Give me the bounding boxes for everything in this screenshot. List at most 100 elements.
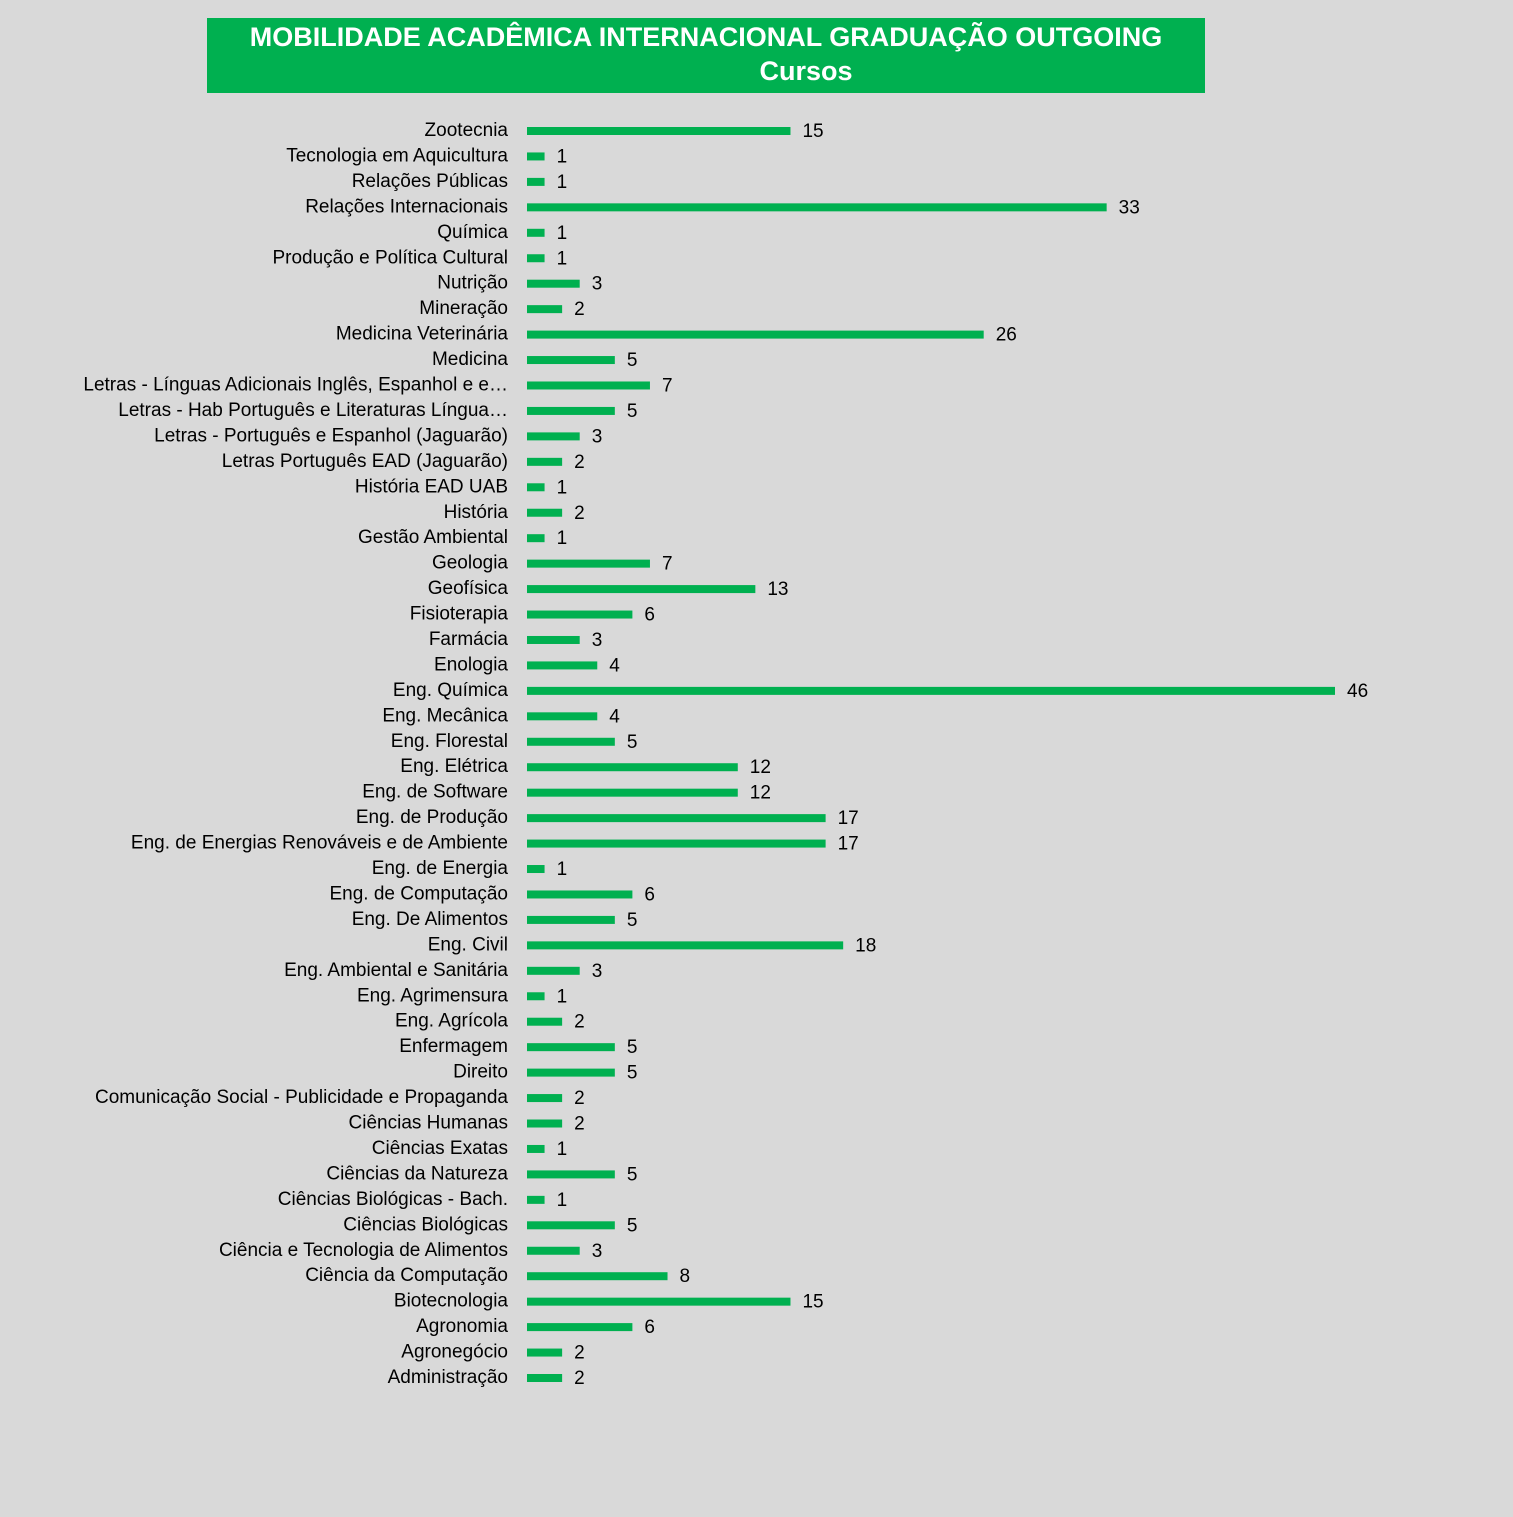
bar — [527, 915, 615, 924]
value-label: 3 — [592, 426, 603, 447]
bar — [527, 763, 738, 772]
y-tick-label: Relações Públicas — [352, 171, 508, 192]
bar — [527, 610, 633, 619]
y-tick-label: Mineração — [419, 298, 508, 319]
y-tick-label: Eng. Química — [393, 680, 509, 701]
y-tick-label: Eng. de Energias Renováveis e de Ambient… — [131, 833, 508, 854]
y-tick-label: Administração — [388, 1367, 508, 1388]
bar — [527, 177, 545, 186]
y-tick-label: Nutrição — [437, 273, 508, 294]
value-label: 5 — [627, 1063, 638, 1084]
bar — [527, 966, 580, 975]
y-tick-label: Letras - Hab Português e Literaturas Lín… — [118, 400, 508, 421]
value-label: 12 — [750, 783, 771, 804]
bar — [527, 356, 615, 365]
bar — [527, 712, 598, 721]
bar — [527, 305, 563, 314]
y-tick-label: Ciências Biológicas - Bach. — [278, 1189, 508, 1210]
y-tick-label: Geologia — [432, 553, 508, 574]
value-label: 26 — [996, 325, 1017, 346]
y-tick-label: Direito — [453, 1062, 508, 1083]
y-tick-label: Agronomia — [416, 1316, 508, 1337]
bar — [527, 1195, 545, 1204]
value-label: 6 — [644, 1317, 655, 1338]
value-label: 4 — [609, 655, 620, 676]
value-label: 1 — [557, 223, 568, 244]
value-label: 2 — [574, 1088, 585, 1109]
bar — [527, 1094, 563, 1103]
y-tick-label: Eng. Elétrica — [400, 756, 508, 777]
value-label: 1 — [557, 528, 568, 549]
value-label: 15 — [802, 121, 823, 142]
bar — [527, 228, 545, 237]
bar — [527, 534, 545, 543]
y-tick-label: Letras - Português e Espanhol (Jaguarão) — [154, 425, 508, 446]
bar — [527, 686, 1335, 695]
chart-subtitle: Cursos — [759, 56, 852, 86]
bar — [527, 279, 580, 288]
bar — [527, 1297, 791, 1306]
y-tick-label: História — [444, 502, 509, 523]
value-label: 3 — [592, 630, 603, 651]
bar — [527, 1272, 668, 1281]
bar — [527, 1119, 563, 1128]
value-label: 1 — [557, 986, 568, 1007]
y-tick-label: Eng. de Energia — [372, 858, 509, 879]
value-label: 2 — [574, 1368, 585, 1389]
value-label: 6 — [644, 884, 655, 905]
value-label: 1 — [557, 172, 568, 193]
y-tick-label: Ciências Humanas — [349, 1113, 508, 1134]
bar — [527, 1068, 615, 1077]
y-tick-label: Ciência da Computação — [305, 1265, 508, 1286]
bar — [527, 814, 826, 823]
bar — [527, 737, 615, 746]
y-tick-label: Eng. Ambiental e Sanitária — [284, 960, 508, 981]
bar — [527, 457, 563, 466]
bar — [527, 865, 545, 874]
y-tick-label: Ciências Biológicas — [343, 1214, 508, 1235]
bar — [527, 1246, 580, 1255]
y-tick-label: Relações Internacionais — [305, 196, 508, 217]
y-tick-label: Eng. de Produção — [356, 807, 508, 828]
y-tick-label: Enologia — [434, 654, 508, 675]
y-tick-label: Eng. Agrimensura — [357, 985, 508, 1006]
value-label: 5 — [627, 401, 638, 422]
value-label: 5 — [627, 732, 638, 753]
y-tick-label: Agronegócio — [401, 1342, 508, 1363]
value-label: 4 — [609, 706, 620, 727]
y-tick-label: Ciência e Tecnologia de Alimentos — [219, 1240, 508, 1261]
y-tick-label: História EAD UAB — [355, 476, 508, 497]
value-label: 5 — [627, 350, 638, 371]
bar — [527, 559, 650, 568]
value-label: 1 — [557, 1190, 568, 1211]
value-label: 1 — [557, 248, 568, 269]
bar — [527, 635, 580, 644]
y-tick-label: Eng. Mecânica — [382, 705, 508, 726]
y-tick-label: Gestão Ambiental — [358, 527, 508, 548]
bar — [527, 152, 545, 161]
y-tick-label: Fisioterapia — [410, 604, 509, 625]
y-tick-label: Medicina Veterinária — [336, 324, 509, 345]
bar — [527, 1374, 563, 1382]
y-tick-label: Comunicação Social - Publicidade e Propa… — [95, 1087, 508, 1108]
y-tick-label: Farmácia — [429, 629, 509, 650]
y-tick-label: Zootecnia — [425, 120, 509, 141]
bar — [527, 508, 563, 517]
value-label: 1 — [557, 1139, 568, 1160]
y-tick-label: Medicina — [432, 349, 508, 370]
bar — [527, 381, 650, 390]
y-tick-label: Eng. de Computação — [329, 883, 508, 904]
y-tick-label: Eng. De Alimentos — [352, 909, 508, 930]
bar — [527, 941, 844, 950]
y-tick-label: Geofísica — [428, 578, 509, 599]
y-tick-label: Eng. Civil — [428, 934, 508, 955]
value-label: 6 — [644, 605, 655, 626]
bar — [527, 992, 545, 1001]
value-label: 15 — [802, 1292, 823, 1313]
bar — [527, 661, 598, 670]
value-label: 2 — [574, 1012, 585, 1033]
y-tick-label: Letras Português EAD (Jaguarão) — [222, 451, 508, 472]
